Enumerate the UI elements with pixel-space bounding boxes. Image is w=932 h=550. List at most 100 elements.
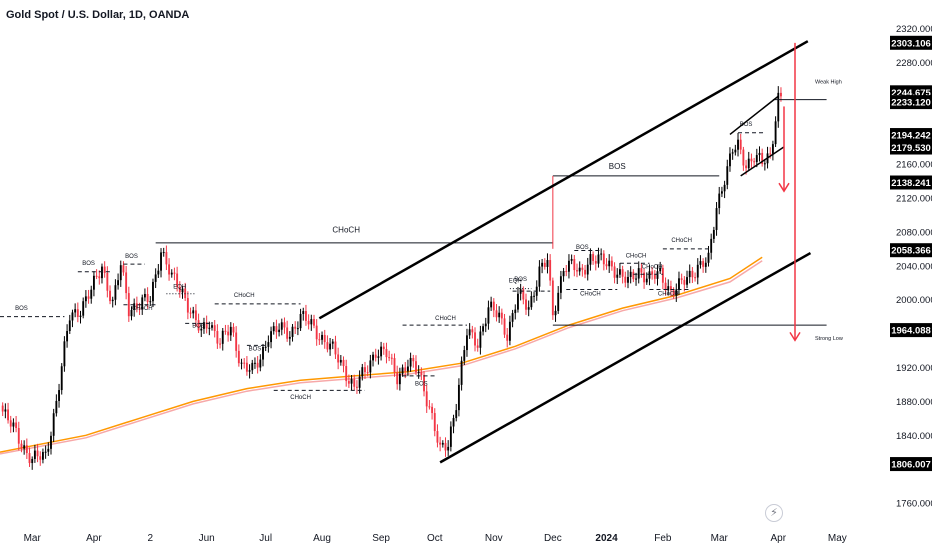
candle-body bbox=[774, 121, 777, 145]
candle-body bbox=[7, 409, 9, 421]
candle-body bbox=[192, 310, 195, 314]
candle-body bbox=[87, 296, 90, 299]
candle-body bbox=[127, 293, 130, 317]
candle-body bbox=[286, 327, 289, 339]
candle-body bbox=[452, 418, 455, 427]
y-tick-label: 2120.000 bbox=[896, 193, 932, 204]
lightning-icon[interactable]: ⚡ bbox=[765, 504, 783, 522]
candle-body bbox=[745, 165, 748, 169]
candle-body bbox=[270, 331, 272, 343]
candle-body bbox=[777, 92, 780, 122]
candle-body bbox=[589, 254, 592, 265]
candle-body bbox=[296, 328, 299, 330]
structure-label: BOS bbox=[576, 245, 589, 251]
candle-body bbox=[594, 261, 597, 264]
candle-body bbox=[557, 292, 560, 311]
candle-body bbox=[530, 296, 533, 308]
candle-body bbox=[466, 335, 468, 351]
candle-body bbox=[723, 184, 726, 192]
candle-body bbox=[707, 252, 710, 263]
candle-body bbox=[549, 260, 552, 281]
candle-body bbox=[457, 384, 460, 411]
structure-label: CHoCH bbox=[435, 316, 456, 322]
candle-body bbox=[672, 290, 675, 296]
candle-body bbox=[186, 298, 189, 313]
structure-label: EQH bbox=[509, 279, 522, 285]
candle-body bbox=[559, 276, 562, 293]
price-tag-label: 2138.241 bbox=[891, 178, 931, 189]
candle-body bbox=[28, 453, 31, 464]
price-tag-label: 2058.366 bbox=[891, 246, 931, 257]
candle-body bbox=[661, 267, 664, 283]
candle-body bbox=[374, 354, 377, 358]
x-tick-label: Mar bbox=[711, 533, 729, 544]
candle-body bbox=[12, 422, 15, 427]
price-tag bbox=[890, 35, 932, 50]
candle-body bbox=[95, 275, 98, 277]
structure-label: BOS bbox=[415, 381, 428, 387]
candle-body bbox=[710, 238, 713, 253]
price-tag-label: 2179.530 bbox=[891, 143, 931, 154]
candle-body bbox=[181, 288, 184, 293]
candle-body bbox=[648, 271, 651, 279]
candle-body bbox=[484, 323, 487, 327]
candle-body bbox=[525, 299, 527, 310]
candle-body bbox=[358, 376, 361, 388]
price-tag bbox=[890, 323, 932, 338]
candle-body bbox=[444, 442, 447, 451]
candle-body bbox=[608, 260, 611, 267]
candle-body bbox=[165, 252, 168, 265]
candle-body bbox=[294, 326, 297, 329]
candle-body bbox=[570, 259, 573, 261]
candle-body bbox=[141, 297, 144, 309]
candle-body bbox=[84, 296, 87, 302]
candle-body bbox=[447, 446, 450, 451]
price-tag bbox=[890, 128, 932, 143]
candle-body bbox=[398, 373, 401, 385]
candle-body bbox=[283, 322, 286, 328]
candle-body bbox=[146, 294, 149, 303]
x-tick-label: Dec bbox=[544, 533, 562, 544]
candle-body bbox=[305, 311, 307, 321]
candle-body bbox=[500, 312, 503, 319]
wedge-upper bbox=[729, 95, 779, 135]
candle-body bbox=[678, 278, 680, 290]
candle-body bbox=[353, 379, 356, 387]
y-tick-label: 2080.000 bbox=[896, 227, 932, 238]
candle-body bbox=[565, 271, 568, 273]
candle-body bbox=[385, 349, 388, 358]
candle-body bbox=[455, 410, 458, 419]
candle-body bbox=[541, 262, 544, 267]
candle-body bbox=[299, 313, 302, 329]
y-tick-label: 2320.000 bbox=[896, 24, 932, 35]
price-tag bbox=[890, 243, 932, 258]
candle-body bbox=[55, 400, 58, 414]
candle-body bbox=[439, 442, 442, 445]
candle-body bbox=[686, 277, 688, 285]
candle-body bbox=[208, 327, 211, 329]
candle-body bbox=[130, 309, 133, 317]
candle-body bbox=[17, 428, 20, 444]
candle-body bbox=[42, 452, 44, 460]
candle-body bbox=[610, 260, 613, 267]
candle-body bbox=[248, 370, 251, 372]
candle-body bbox=[275, 326, 278, 333]
candle-body bbox=[533, 295, 535, 297]
candle-body bbox=[109, 290, 111, 302]
candle-body bbox=[50, 435, 52, 449]
candle-body bbox=[71, 312, 74, 321]
candle-body bbox=[103, 266, 106, 273]
candle-body bbox=[23, 445, 26, 449]
candle-body bbox=[704, 262, 707, 267]
candle-body bbox=[339, 359, 342, 363]
candle-body bbox=[761, 152, 764, 164]
candle-body bbox=[396, 372, 399, 385]
structure-label: CHoCH bbox=[290, 395, 311, 401]
candle-body bbox=[31, 458, 34, 464]
candle-body bbox=[503, 318, 506, 335]
candle-body bbox=[578, 267, 581, 272]
price-tag-label: 2194.242 bbox=[891, 131, 931, 142]
candle-body bbox=[372, 354, 374, 361]
y-tick-label: 1880.000 bbox=[896, 397, 932, 408]
